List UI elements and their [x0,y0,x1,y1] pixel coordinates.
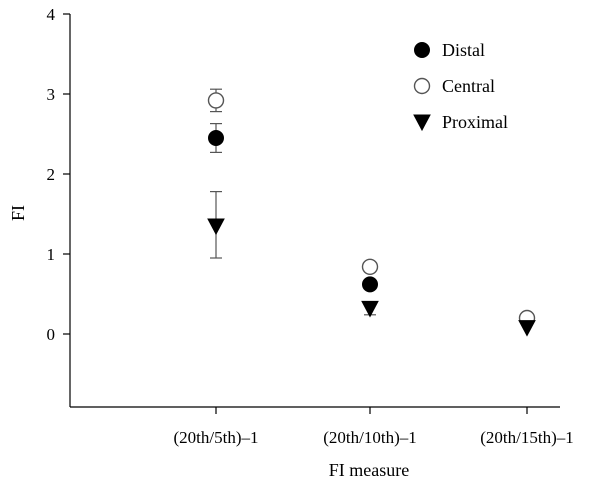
proximal-point [518,320,536,337]
distal-point [208,130,224,146]
y-tick-label: 1 [47,245,56,264]
legend-central-marker [413,77,431,95]
legend: Distal Central Proximal [413,40,508,132]
legend-central-label: Central [442,76,495,96]
y-tick-label: 2 [47,165,56,184]
y-ticks: 0 1 2 3 4 [47,5,70,344]
proximal-point [361,300,379,318]
proximal-point [207,218,225,236]
x-tick-label: (20th/5th)–1 [174,428,259,447]
y-tick-label: 4 [47,5,56,24]
legend-distal-marker [414,42,430,58]
data-marks [207,88,536,337]
distal-point [362,276,378,293]
x-tick-label: (20th/10th)–1 [323,428,417,447]
legend-proximal-label: Proximal [442,112,508,132]
y-tick-label: 3 [47,85,56,104]
legend-distal-label: Distal [442,40,485,60]
legend-proximal-marker [413,114,431,132]
x-ticks: (20th/5th)–1 (20th/10th)–1 (20th/15th)–1 [174,407,574,447]
central-point [207,92,225,109]
central-point [361,258,379,275]
x-tick-label: (20th/15th)–1 [480,428,574,447]
x-axis-label: FI measure [329,460,409,480]
y-tick-label: 0 [47,325,56,344]
y-axis-label: FI [8,205,28,221]
